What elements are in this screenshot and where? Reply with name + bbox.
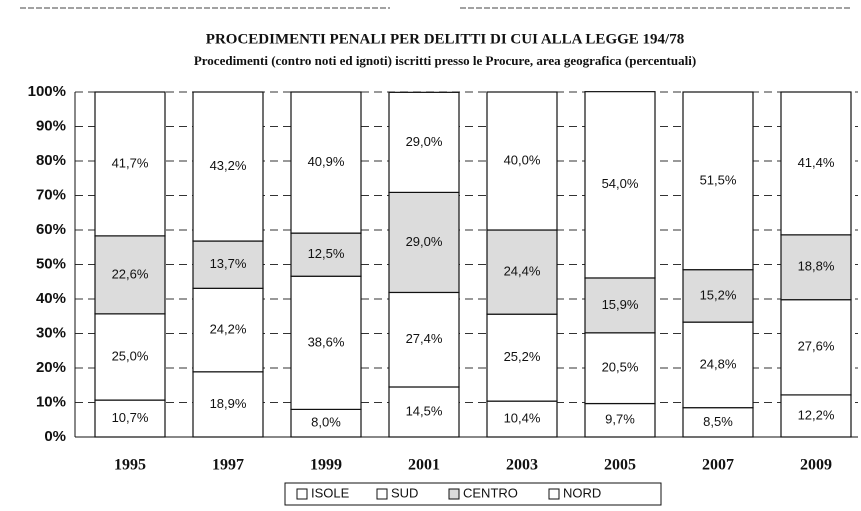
value-label: 8,5% <box>703 414 733 429</box>
value-label: 38,6% <box>308 334 345 349</box>
value-label: 24,8% <box>700 356 737 371</box>
value-label: 27,6% <box>798 339 835 354</box>
value-label: 40,9% <box>308 154 345 169</box>
x-tick-label: 2003 <box>506 457 538 474</box>
value-label: 13,7% <box>210 256 247 271</box>
y-tick-label: 90% <box>36 117 66 134</box>
legend-label: SUD <box>391 485 418 500</box>
x-tick-label: 2009 <box>800 457 832 474</box>
bar-segment <box>486 91 558 231</box>
legend-label: ISOLE <box>311 485 350 500</box>
bar-segment <box>192 371 264 438</box>
bar-segment <box>388 91 460 193</box>
value-label: 12,5% <box>308 246 345 261</box>
value-label: 41,4% <box>798 155 835 170</box>
y-tick-label: 30% <box>36 324 66 341</box>
bar-segment <box>388 386 460 438</box>
bar-segment <box>94 399 166 438</box>
value-label: 29,0% <box>406 134 443 149</box>
x-tick-label: 2007 <box>702 457 734 474</box>
y-tick-label: 60% <box>36 221 66 238</box>
y-tick-label: 40% <box>36 290 66 307</box>
y-tick-label: 50% <box>36 255 66 272</box>
legend-label: CENTRO <box>463 485 518 500</box>
x-tick-label: 2005 <box>604 457 636 474</box>
legend-swatch <box>296 488 308 500</box>
value-label: 29,0% <box>406 234 443 249</box>
y-tick-label: 80% <box>36 152 66 169</box>
value-label: 10,7% <box>112 410 149 425</box>
y-tick-label: 20% <box>36 359 66 376</box>
bar-segment <box>584 277 656 334</box>
value-label: 27,4% <box>406 331 443 346</box>
bar-segment <box>780 394 852 438</box>
bar-segment <box>584 402 656 438</box>
bar-segment <box>94 91 166 237</box>
bar-segment <box>486 229 558 315</box>
bar-segment <box>780 299 852 396</box>
y-tick-label: 100% <box>28 83 66 100</box>
y-tick-label: 0% <box>44 428 66 445</box>
value-label: 41,7% <box>112 155 149 170</box>
value-label: 51,5% <box>700 172 737 187</box>
value-label: 43,2% <box>210 158 247 173</box>
chart-subtitle: Procedimenti (contro noti ed ignoti) isc… <box>194 53 696 68</box>
value-label: 9,7% <box>605 412 635 427</box>
x-tick-label: 1995 <box>114 457 146 474</box>
bar-segment <box>290 91 362 234</box>
bar-segment <box>486 313 558 402</box>
bar-segment <box>192 91 264 242</box>
bar-segment <box>486 400 558 438</box>
x-tick-label: 1997 <box>212 457 244 474</box>
bar-segment <box>290 232 362 277</box>
value-label: 24,4% <box>504 264 541 279</box>
value-label: 15,9% <box>602 297 639 312</box>
x-tick-label: 2001 <box>408 457 440 474</box>
value-label: 8,0% <box>311 415 341 430</box>
bar-segment <box>290 275 362 411</box>
value-label: 24,2% <box>210 321 247 336</box>
value-label: 18,9% <box>210 396 247 411</box>
value-label: 18,8% <box>798 259 835 274</box>
value-label: 25,2% <box>504 349 541 364</box>
value-label: 22,6% <box>112 266 149 281</box>
bar-segment <box>388 291 460 388</box>
y-tick-label: 10% <box>36 393 66 410</box>
bar-segment <box>780 91 852 236</box>
y-tick-label: 70% <box>36 186 66 203</box>
legend-swatch <box>548 488 560 500</box>
bar-segment <box>584 332 656 405</box>
bar-segment <box>682 407 754 438</box>
bar-segment <box>682 91 754 271</box>
value-label: 40,0% <box>504 152 541 167</box>
bar-segment <box>780 234 852 301</box>
bar-segment <box>192 287 264 373</box>
bar-segment <box>94 313 166 401</box>
legend-swatch <box>448 488 460 500</box>
legend-label: NORD <box>563 485 601 500</box>
bar-segment <box>94 235 166 315</box>
value-label: 54,0% <box>602 176 639 191</box>
value-label: 25,0% <box>112 348 149 363</box>
value-label: 14,5% <box>406 403 443 418</box>
value-label: 15,2% <box>700 287 737 302</box>
chart-title: PROCEDIMENTI PENALI PER DELITTI DI CUI A… <box>206 31 684 47</box>
legend-swatch <box>376 488 388 500</box>
value-label: 10,4% <box>504 410 541 425</box>
bar-segment <box>388 191 460 294</box>
value-label: 12,2% <box>798 407 835 422</box>
x-tick-label: 1999 <box>310 457 342 474</box>
bar-segment <box>584 91 656 279</box>
bar-segment <box>682 321 754 409</box>
value-label: 20,5% <box>602 360 639 375</box>
